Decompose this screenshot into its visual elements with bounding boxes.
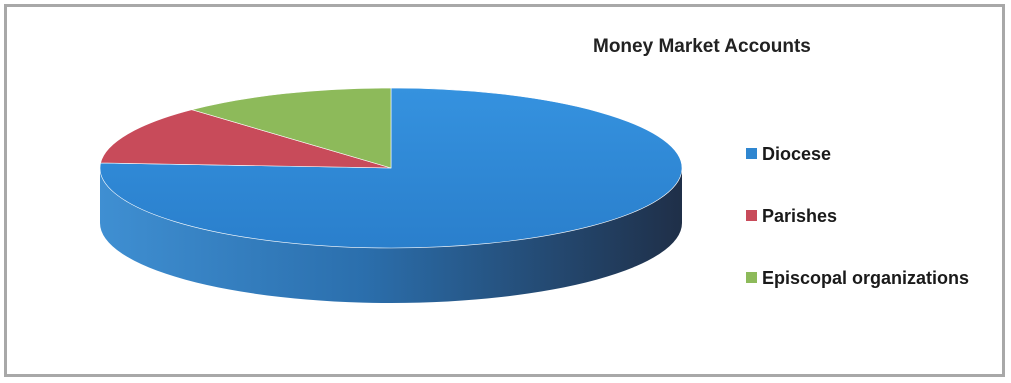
pie-side-diocese <box>100 168 682 303</box>
legend-swatch-parishes <box>746 210 757 221</box>
legend-swatch-diocese <box>746 148 757 159</box>
legend-swatch-episcopal-organizations <box>746 272 757 283</box>
legend-label-diocese: Diocese <box>762 144 832 164</box>
chart-title: Money Market Accounts <box>593 36 811 57</box>
legend-label-parishes: Parishes <box>762 206 838 226</box>
pie-slice-episcopal-organizations <box>190 87 392 169</box>
legend-item-diocese: Diocese <box>746 144 831 165</box>
pie-slice-parishes <box>100 109 392 169</box>
legend-item-episcopal-organizations: Episcopal organizations <box>746 268 969 289</box>
legend-item-parishes: Parishes <box>746 206 837 227</box>
legend-label-episcopal-organizations: Episcopal organizations <box>762 268 970 288</box>
